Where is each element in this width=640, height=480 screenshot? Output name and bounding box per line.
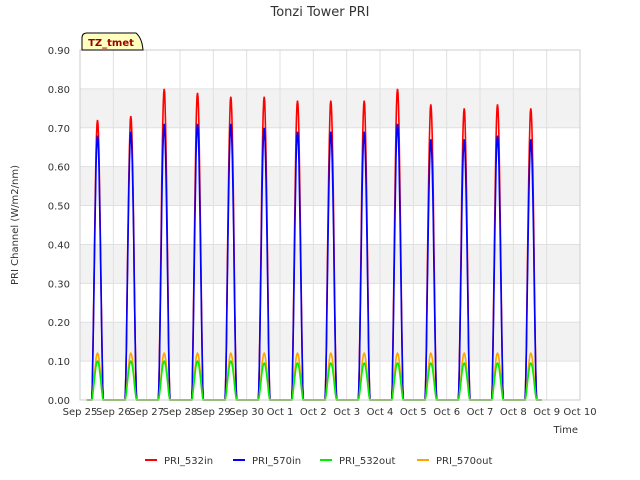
y-tick-label: 0.90 — [48, 46, 70, 57]
y-tick-label: 0.20 — [48, 318, 70, 329]
y-tick-label: 0.60 — [48, 163, 70, 174]
y-tick-label: 0.80 — [48, 85, 70, 96]
x-tick-label: Oct 5 — [400, 407, 427, 418]
x-tick-label: Oct 7 — [467, 407, 494, 418]
x-tick-label: Oct 6 — [433, 407, 460, 418]
legend-label: PRI_532in — [164, 456, 213, 467]
y-tick-labels: 0.00 0.10 0.20 0.30 0.40 0.50 0.60 0.70 0.80 0.90 — [48, 46, 70, 407]
y-tick-label: 0.50 — [48, 202, 70, 213]
legend: PRI_532in PRI_570in PRI_532out PRI_570out — [145, 456, 492, 467]
plot-band — [80, 244, 580, 284]
y-tick-label: 0.00 — [48, 396, 70, 407]
legend-label: PRI_570out — [436, 456, 492, 467]
x-tick-label: Oct 8 — [500, 407, 527, 418]
plot-band — [80, 50, 580, 89]
chart-title: Tonzi Tower PRI — [270, 5, 370, 20]
x-tick-label: Sep 25 — [63, 407, 98, 418]
x-tick-label: Sep 30 — [229, 407, 264, 418]
annotation-label: TZ_tmet — [88, 38, 134, 49]
annotation-box: TZ_tmet — [81, 32, 144, 51]
x-tick-label: Sep 28 — [163, 407, 198, 418]
plot-band — [80, 205, 580, 245]
x-tick-label: Oct 3 — [333, 407, 360, 418]
plot-frame — [79, 49, 581, 401]
legend-label: PRI_570in — [252, 456, 301, 467]
x-tick-label: Sep 27 — [129, 407, 164, 418]
x-tick-label: Sep 26 — [96, 407, 131, 418]
x-tick-label: Sep 29 — [196, 407, 231, 418]
x-tick-label: Oct 2 — [300, 407, 327, 418]
plot-band — [80, 283, 580, 323]
legend-label: PRI_532out — [339, 456, 395, 467]
x-tick-label: Oct 9 — [533, 407, 560, 418]
y-tick-label: 0.70 — [48, 124, 70, 135]
x-axis-label: Time — [553, 425, 578, 436]
y-tick-label: 0.40 — [48, 240, 70, 251]
y-tick-label: 0.30 — [48, 279, 70, 290]
x-tick-label: Oct 10 — [563, 407, 596, 418]
y-axis-label: PRI Channel (W/m2/nm) — [10, 165, 21, 285]
x-tick-label: Oct 1 — [267, 407, 294, 418]
y-tick-label: 0.10 — [48, 357, 70, 368]
x-tick-label: Oct 4 — [367, 407, 394, 418]
